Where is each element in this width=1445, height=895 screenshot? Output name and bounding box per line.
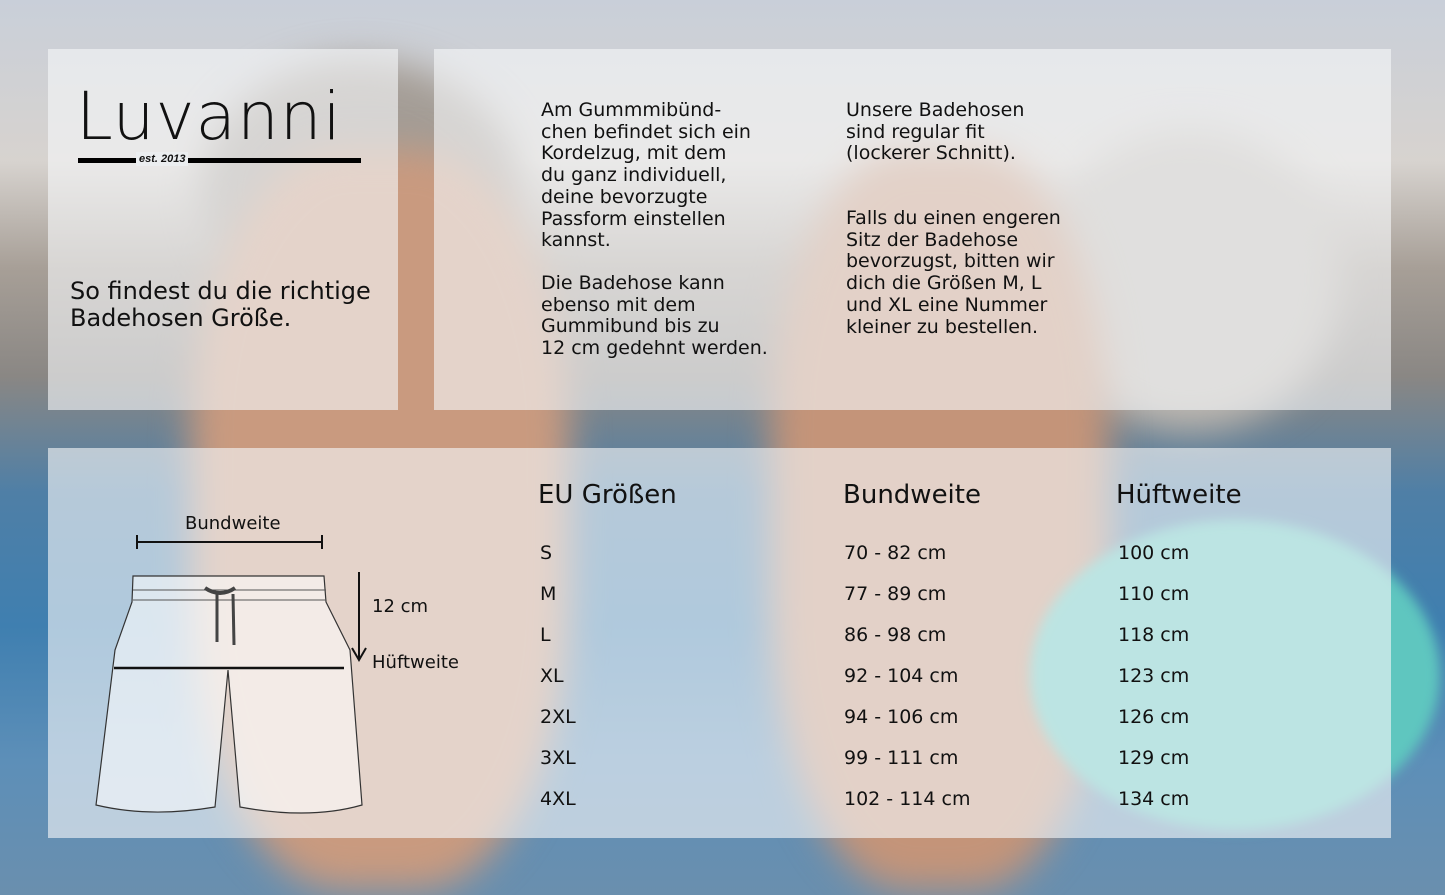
waist-cell: 102 - 114 cm (844, 788, 971, 810)
hip-cell: 123 cm (1118, 665, 1190, 687)
hip-cell: 134 cm (1118, 788, 1190, 810)
hip-cell: 110 cm (1118, 583, 1190, 605)
size-cell: S (540, 542, 553, 564)
logo-wordmark: Luvanni (76, 78, 342, 155)
size-cell: 4XL (540, 788, 576, 810)
info-fit: Unsere Badehosen sind regular fit (locke… (846, 99, 1025, 165)
size-cell: 3XL (540, 747, 576, 769)
hip-cell: 129 cm (1118, 747, 1190, 769)
logo-underline (78, 158, 361, 163)
info-stretch: Die Badehose kann ebenso mit dem Gummibu… (541, 272, 768, 360)
hip-cell: 100 cm (1118, 542, 1190, 564)
waist-cell: 99 - 111 cm (844, 747, 959, 769)
hip-cell: 118 cm (1118, 624, 1190, 646)
info-drawstring: Am Gummmibünd- chen befindet sich ein Ko… (541, 99, 751, 252)
info-size-advice: Falls du einen engeren Sitz der Badehose… (846, 207, 1061, 338)
waist-cell: 92 - 104 cm (844, 665, 959, 687)
header-hip: Hüftweite (1116, 480, 1242, 510)
stretch-label: 12 cm (372, 596, 429, 617)
hip-cell: 126 cm (1118, 706, 1190, 728)
shorts-diagram (95, 535, 367, 814)
header-eu-size: EU Größen (538, 480, 677, 510)
size-cell: M (540, 583, 557, 605)
waist-cell: 94 - 106 cm (844, 706, 959, 728)
waist-cell: 77 - 89 cm (844, 583, 947, 605)
waist-cell: 70 - 82 cm (844, 542, 947, 564)
waist-label: Bundweite (185, 513, 281, 534)
logo-tagline: est. 2013 (136, 152, 189, 166)
luvanni-logo: Luvanni est. 2013 (76, 84, 376, 174)
waist-cell: 86 - 98 cm (844, 624, 947, 646)
size-cell: XL (540, 665, 564, 687)
size-cell: 2XL (540, 706, 576, 728)
logo-panel (48, 49, 398, 410)
intro-heading: So findest du die richtige Badehosen Grö… (70, 277, 371, 332)
size-cell: L (540, 624, 551, 646)
header-waist: Bundweite (843, 480, 981, 510)
hip-label: Hüftweite (372, 652, 459, 673)
info-panel (434, 49, 1391, 410)
